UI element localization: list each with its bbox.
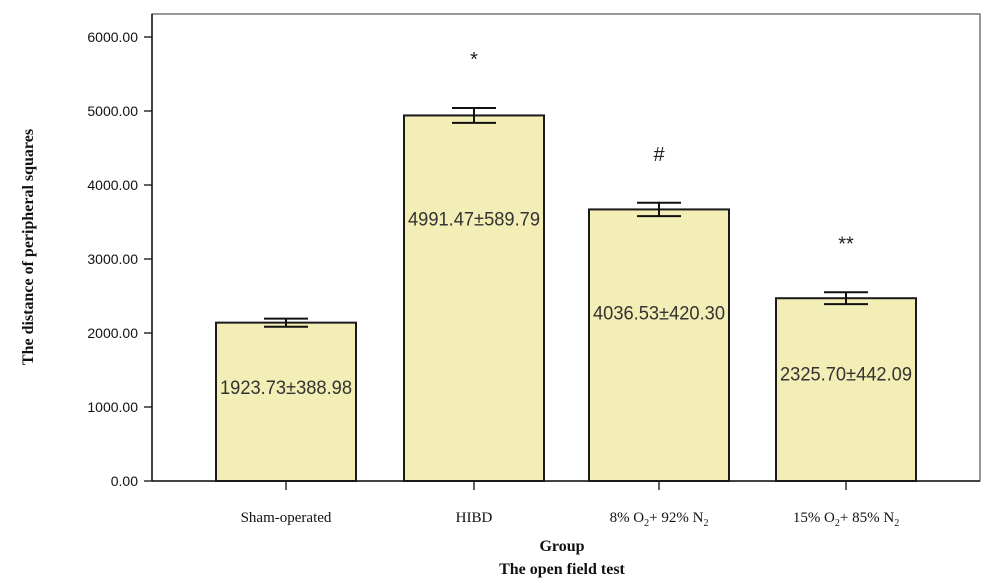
bar (775, 297, 917, 482)
label-part: Sham-operated (241, 510, 332, 526)
subscript: 2 (894, 518, 899, 529)
y-tick-label: 0.00 (111, 473, 138, 489)
x-tick-label: HIBD (456, 510, 493, 526)
label-part: HIBD (456, 510, 493, 526)
x-tick-label: 8% O2+ 92% N2 (610, 510, 709, 529)
x-axis-title: Group (539, 538, 584, 555)
label-part: + 85% N (840, 510, 894, 526)
data-label: 4036.53±420.30 (593, 303, 725, 324)
x-tick-label: Sham-operated (241, 510, 332, 526)
subscript: 2 (835, 518, 840, 529)
bars: 1923.73±388.98 4991.47±589.79 * 4036.53±420… (215, 49, 917, 483)
label-part: 8% O (610, 510, 645, 526)
y-tick-label: 1000.00 (87, 399, 138, 415)
bar (588, 208, 730, 482)
y-tick-label: 4000.00 (87, 177, 138, 193)
subscript: 2 (703, 518, 708, 529)
data-label: 4991.47±589.79 (408, 209, 540, 230)
data-label: 2325.70±442.09 (780, 364, 912, 385)
y-axis-title: The distance of peripheral squares (20, 129, 37, 365)
chart-title: The open field test (499, 561, 625, 578)
x-axis-ticks: Sham-operated HIBD 8% O2+ 92% N2 15% O2+ 85… (241, 481, 899, 529)
y-axis-ticks: 0.00 1000.00 2000.00 3000.00 4000.00 5000.00 6… (87, 29, 152, 489)
data-label: 1923.73±388.98 (220, 378, 352, 399)
significance-marker: * (470, 49, 478, 71)
subscript: 2 (644, 518, 649, 529)
x-tick-label: 15% O2+ 85% N2 (793, 510, 899, 529)
bar (215, 321, 357, 483)
significance-marker: ** (838, 233, 854, 255)
y-tick-label: 2000.00 (87, 325, 138, 341)
y-tick-label: 6000.00 (87, 29, 138, 45)
y-tick-label: 3000.00 (87, 251, 138, 267)
label-part: + 92% N (649, 510, 703, 526)
y-tick-label: 5000.00 (87, 103, 138, 119)
label-part: 15% O (793, 510, 835, 526)
significance-marker: # (653, 144, 665, 166)
bar (403, 114, 545, 482)
